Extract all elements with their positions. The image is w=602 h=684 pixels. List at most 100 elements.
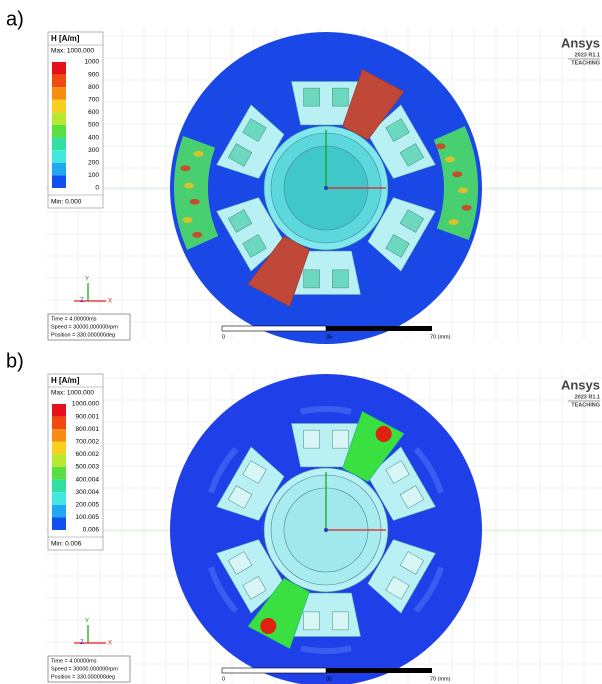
- legend-tick: 100: [88, 172, 99, 179]
- winding: [304, 270, 320, 288]
- panel: b)H [A/m]Max: 1000.0001000.000900.001800…: [6, 350, 602, 684]
- legend-tick: 1000: [85, 59, 100, 66]
- legend-tick: 0.006: [83, 527, 100, 534]
- plot-area: [46, 28, 602, 344]
- field-hotspot: [180, 165, 190, 171]
- field-hotspot: [183, 217, 193, 223]
- triad-label: X: [108, 299, 112, 305]
- origin: [324, 528, 328, 532]
- legend-tick: 600.002: [76, 451, 100, 458]
- scale-label: 0: [222, 334, 225, 340]
- legend-tick: 800: [88, 84, 99, 91]
- legend-swatch: [52, 480, 66, 493]
- legend-tick: 800.001: [76, 426, 100, 433]
- legend-swatch: [52, 417, 66, 430]
- legend-tick: 400: [88, 134, 99, 141]
- legend-max: Max: 1000.000: [51, 48, 94, 55]
- winding: [304, 612, 320, 630]
- winding: [332, 270, 348, 288]
- page: a)H [A/m]Max: 1000.000100090080070060050…: [0, 0, 602, 684]
- scale-label: 35: [326, 676, 332, 682]
- legend-swatch: [52, 62, 66, 75]
- info-line: Speed = 30000.000000rpm: [51, 324, 118, 330]
- logo-edition: TEACHING: [571, 60, 600, 66]
- triad-label: Z: [80, 298, 84, 304]
- legend-tick: 700.002: [76, 439, 100, 446]
- legend-tick: 100.005: [76, 514, 100, 521]
- info-line: Position = 330.000000deg: [51, 332, 115, 338]
- field-hotspot: [193, 151, 203, 157]
- legend-swatch: [52, 492, 66, 505]
- field-hotspot: [260, 618, 276, 634]
- legend-title: H [A/m]: [51, 34, 80, 43]
- legend-min: Min: 0.000: [51, 199, 82, 206]
- field-hotspot: [192, 232, 202, 238]
- legend-swatch: [52, 163, 66, 176]
- legend-swatch: [52, 112, 66, 125]
- legend-tick: 700: [88, 97, 99, 104]
- logo-edition: TEACHING: [571, 402, 600, 408]
- field-hotspot: [462, 205, 472, 211]
- panel-label: b): [6, 350, 24, 372]
- scale-white: [222, 326, 326, 331]
- legend-tick: 600: [88, 109, 99, 116]
- legend-swatch: [52, 404, 66, 417]
- legend-swatch: [52, 100, 66, 113]
- panel-label: a): [6, 8, 24, 30]
- panel: a)H [A/m]Max: 1000.000100090080070060050…: [6, 8, 602, 344]
- scale-label: 70 (mm): [430, 334, 451, 340]
- legend-tick: 900: [88, 71, 99, 78]
- winding: [332, 430, 348, 448]
- legend: H [A/m]Max: 1000.0001000.000900.001800.0…: [48, 374, 103, 550]
- legend-swatch: [52, 505, 66, 518]
- legend-tick: 500: [88, 122, 99, 129]
- info-line: Speed = 30000.000000rpm: [51, 666, 118, 672]
- legend-swatch: [52, 467, 66, 480]
- legend-tick: 1000.000: [72, 401, 99, 408]
- scale-black: [326, 326, 432, 331]
- scale-label: 35: [326, 334, 332, 340]
- triad-label: X: [108, 641, 112, 647]
- legend-tick: 500.003: [76, 464, 100, 471]
- legend-tick: 900.001: [76, 413, 100, 420]
- field-hotspot: [190, 199, 200, 205]
- legend: H [A/m] Max: 1000.000 1000 900 800 700 600 500 4…: [48, 32, 103, 208]
- winding: [332, 88, 348, 106]
- legend-swatch: [52, 150, 66, 163]
- figure: a)H [A/m]Max: 1000.000100090080070060050…: [0, 0, 602, 684]
- triad-label: Y: [85, 619, 89, 625]
- legend-swatch: [52, 517, 66, 530]
- logo-name: Ansys: [561, 377, 600, 392]
- field-hotspot: [458, 187, 468, 193]
- legend-swatch: [52, 125, 66, 138]
- info-line: Position = 330.000000deg: [51, 674, 115, 680]
- triad-label: Y: [85, 277, 89, 283]
- legend-swatch: [52, 429, 66, 442]
- legend-swatch: [52, 175, 66, 188]
- info-line: Time = 4.00000ms: [51, 316, 97, 322]
- field-hotspot: [445, 156, 455, 162]
- legend-swatch: [52, 454, 66, 467]
- winding: [332, 612, 348, 630]
- winding: [304, 88, 320, 106]
- plot-area: [46, 370, 602, 684]
- field-hotspot: [436, 143, 446, 149]
- scale-label: 0: [222, 676, 225, 682]
- legend-swatch: [52, 87, 66, 100]
- legend-tick: 400.004: [76, 476, 100, 483]
- legend-tick: 300: [88, 147, 99, 154]
- field-hotspot: [452, 171, 462, 177]
- legend-min: Min: 0.006: [51, 541, 82, 548]
- logo-name: Ansys: [561, 35, 600, 50]
- field-hotspot: [376, 426, 392, 442]
- info-line: Time = 4.00000ms: [51, 658, 97, 664]
- origin: [324, 186, 328, 190]
- legend-tick: 200: [88, 160, 99, 167]
- logo-version: 2023 R1.1: [575, 52, 600, 58]
- legend-swatch: [52, 75, 66, 88]
- legend-tick: 200.005: [76, 502, 100, 509]
- scale-white: [222, 668, 326, 673]
- triad-label: Z: [80, 640, 84, 646]
- field-hotspot: [184, 183, 194, 189]
- legend-tick: 300.004: [76, 489, 100, 496]
